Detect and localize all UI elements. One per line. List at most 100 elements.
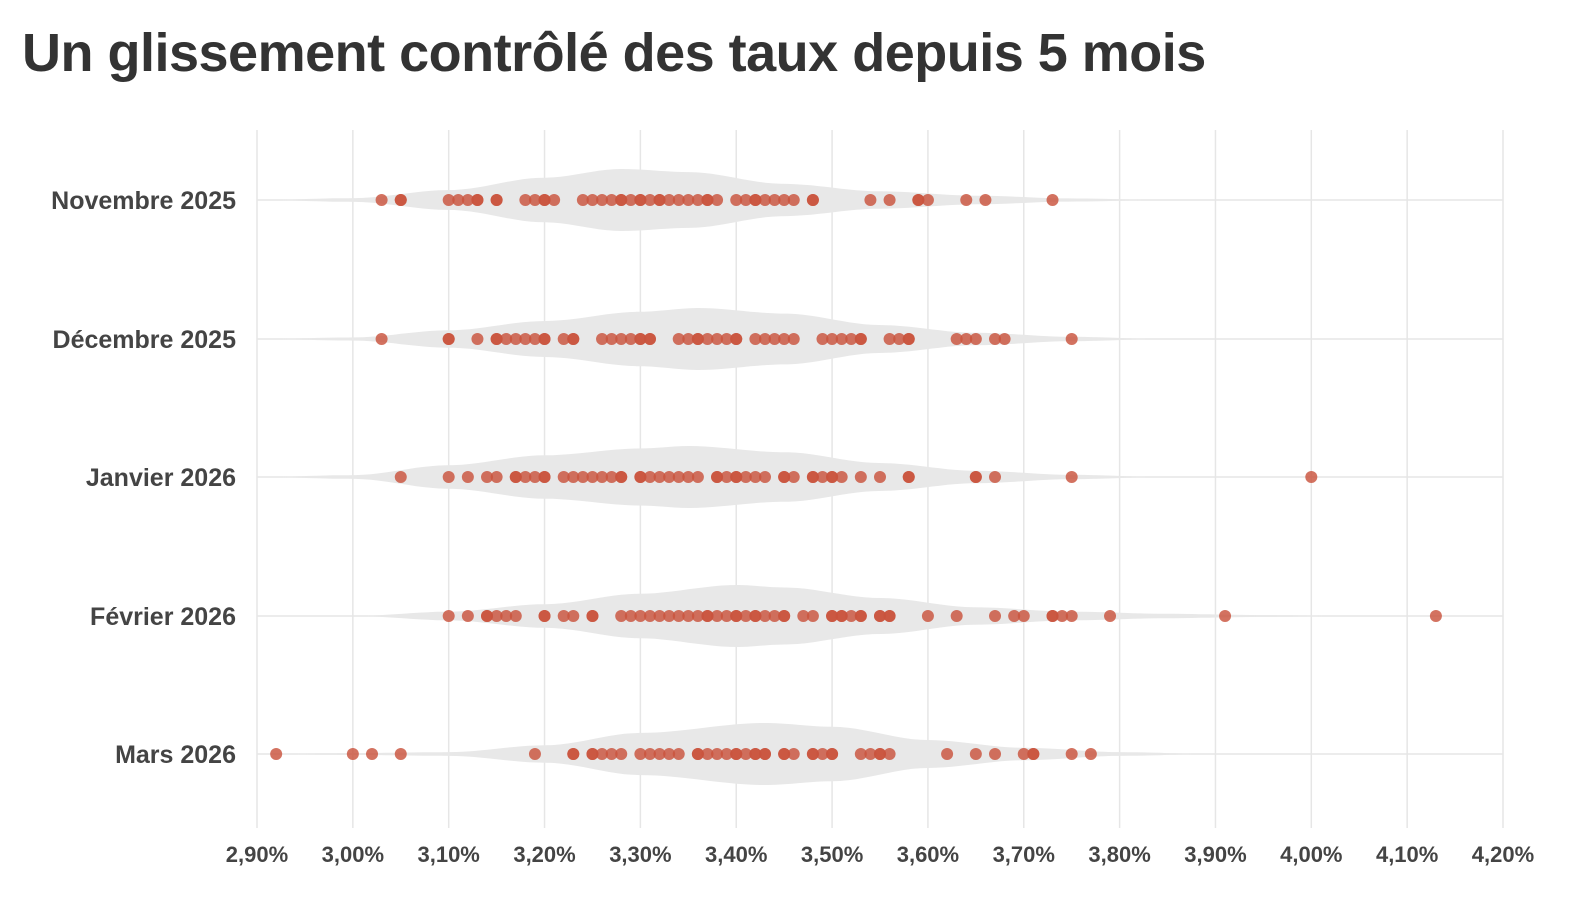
data-point <box>778 471 791 483</box>
data-point <box>653 610 666 622</box>
data-point <box>442 471 455 483</box>
data-point <box>826 610 839 622</box>
data-point <box>826 748 839 760</box>
data-point <box>864 748 877 760</box>
data-point <box>979 194 992 206</box>
data-point <box>452 194 465 206</box>
data-point <box>624 333 637 345</box>
data-point <box>1104 610 1117 622</box>
data-point <box>1046 610 1059 622</box>
x-tick-label: 3,20% <box>513 842 575 867</box>
data-point <box>653 471 666 483</box>
data-point <box>596 194 609 206</box>
data-point <box>989 333 1002 345</box>
data-point <box>749 194 762 206</box>
data-point <box>615 610 628 622</box>
data-point <box>845 333 858 345</box>
data-points <box>270 194 1442 760</box>
data-point <box>1084 748 1097 760</box>
data-point <box>1065 333 1078 345</box>
data-point <box>826 333 839 345</box>
data-point <box>989 471 1002 483</box>
data-point <box>921 610 934 622</box>
data-point <box>874 748 886 760</box>
data-point <box>605 194 618 206</box>
data-point <box>528 471 541 483</box>
data-point <box>883 194 896 206</box>
data-point <box>806 610 819 622</box>
data-point <box>816 748 829 760</box>
data-point <box>509 610 522 622</box>
data-point <box>538 333 551 345</box>
data-point <box>538 610 551 622</box>
data-point <box>528 748 541 760</box>
data-point <box>557 610 570 622</box>
data-point <box>1017 748 1030 760</box>
data-point <box>787 471 800 483</box>
data-point <box>768 333 781 345</box>
data-point <box>1219 610 1232 622</box>
data-point <box>854 471 867 483</box>
data-point <box>989 610 1002 622</box>
data-point <box>615 333 628 345</box>
data-point <box>758 748 771 760</box>
data-point <box>797 610 810 622</box>
data-point <box>806 471 819 483</box>
data-point <box>615 748 628 760</box>
data-point <box>730 333 743 345</box>
data-point <box>643 194 656 206</box>
x-tick-label: 3,90% <box>1184 842 1246 867</box>
data-point <box>643 471 656 483</box>
data-point <box>969 748 982 760</box>
data-point <box>624 610 637 622</box>
data-point <box>902 471 915 483</box>
data-point <box>663 748 676 760</box>
data-point <box>548 194 561 206</box>
data-point <box>490 471 503 483</box>
data-point <box>567 748 580 760</box>
x-tick-label: 4,20% <box>1472 842 1534 867</box>
data-point <box>883 333 896 345</box>
data-point <box>691 194 704 206</box>
data-point <box>711 333 724 345</box>
data-point <box>787 748 800 760</box>
data-point <box>701 610 714 622</box>
data-point <box>960 333 973 345</box>
data-point <box>500 610 513 622</box>
data-point <box>778 748 791 760</box>
data-point <box>720 610 733 622</box>
data-point <box>461 471 474 483</box>
data-point <box>672 471 685 483</box>
data-point <box>835 610 848 622</box>
x-tick-label: 3,60% <box>897 842 959 867</box>
data-point <box>586 748 599 760</box>
data-point <box>969 471 982 483</box>
data-point <box>950 610 963 622</box>
data-point <box>1017 610 1030 622</box>
category-label: Janvier 2026 <box>86 464 236 492</box>
data-point <box>442 333 455 345</box>
data-point <box>509 333 522 345</box>
data-point <box>1056 610 1069 622</box>
data-point <box>672 748 685 760</box>
data-point <box>576 194 589 206</box>
data-point <box>500 333 513 345</box>
data-point <box>768 194 781 206</box>
data-point <box>605 748 618 760</box>
data-point <box>490 333 503 345</box>
data-point <box>787 194 800 206</box>
data-point <box>643 333 656 345</box>
data-point <box>749 333 762 345</box>
data-point <box>596 748 609 760</box>
data-point <box>806 194 819 206</box>
data-point <box>615 471 628 483</box>
data-point <box>758 471 771 483</box>
data-point <box>682 610 695 622</box>
data-point <box>720 748 733 760</box>
data-point <box>711 471 724 483</box>
data-point <box>634 748 647 760</box>
data-point <box>711 748 724 760</box>
data-point <box>730 194 743 206</box>
data-point <box>749 610 762 622</box>
data-point <box>663 194 676 206</box>
